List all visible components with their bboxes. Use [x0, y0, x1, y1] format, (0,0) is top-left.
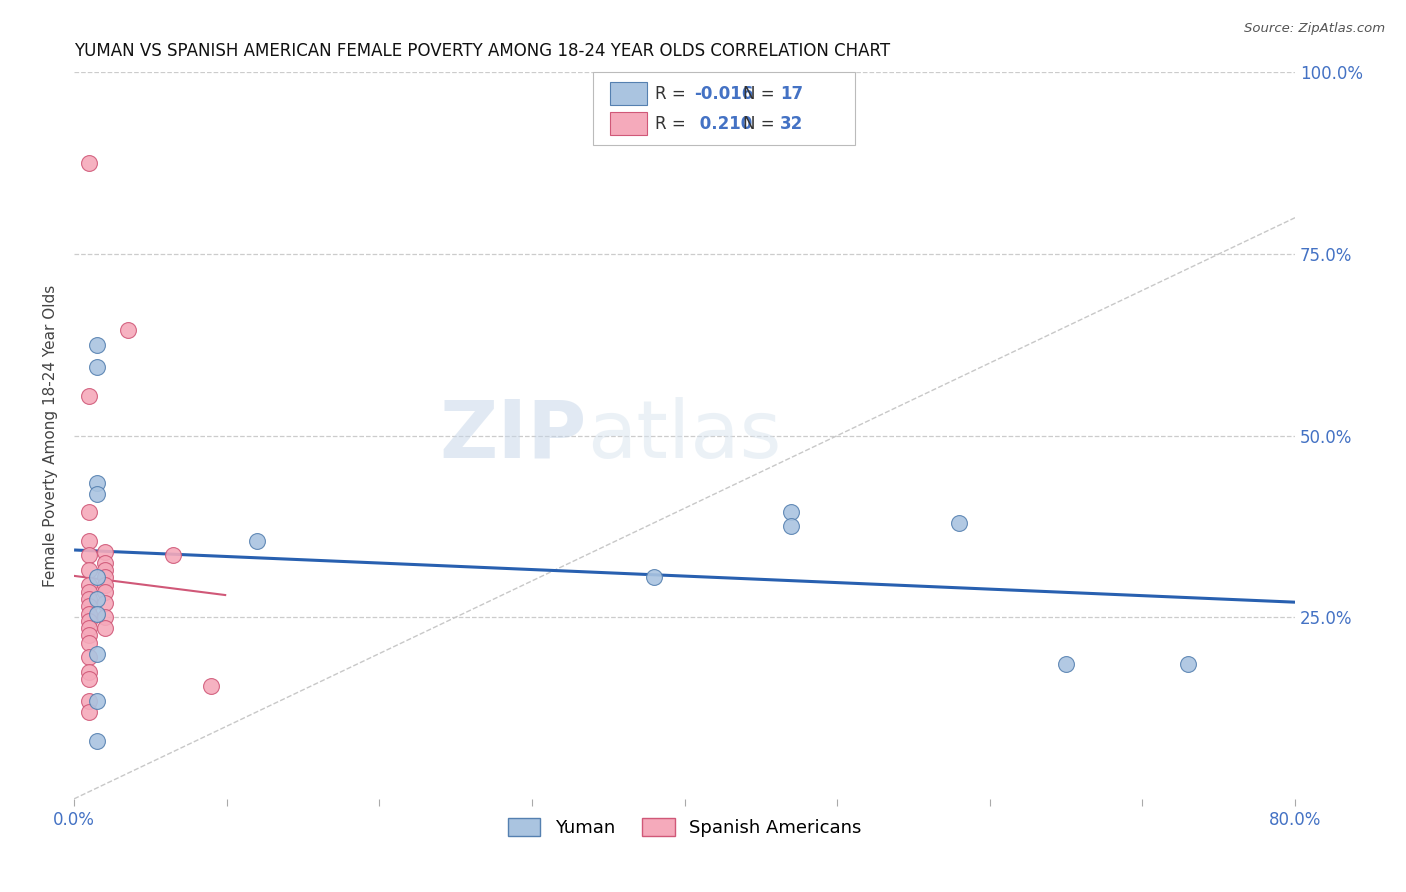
Point: [79, 705, 101, 719]
Point: [79, 599, 101, 614]
Point: [86, 607, 108, 621]
Text: Source: ZipAtlas.com: Source: ZipAtlas.com: [1244, 22, 1385, 36]
FancyBboxPatch shape: [610, 112, 647, 136]
Point: [79, 156, 101, 170]
Point: [79, 584, 101, 599]
Text: N =: N =: [744, 85, 780, 103]
Point: [86, 487, 108, 501]
Point: [1177, 657, 1199, 672]
Point: [780, 505, 803, 519]
Point: [79, 621, 101, 635]
Point: [86, 647, 108, 661]
Point: [86, 694, 108, 708]
Point: [79, 694, 101, 708]
Point: [93, 570, 115, 584]
Point: [86, 475, 108, 490]
Point: [93, 610, 115, 624]
Point: [86, 359, 108, 374]
FancyBboxPatch shape: [593, 72, 855, 145]
Point: [246, 533, 269, 548]
Text: atlas: atlas: [586, 397, 782, 475]
Text: 17: 17: [780, 85, 803, 103]
Y-axis label: Female Poverty Among 18-24 Year Olds: Female Poverty Among 18-24 Year Olds: [44, 285, 58, 587]
Legend: Yuman, Spanish Americans: Yuman, Spanish Americans: [501, 811, 869, 845]
Text: 32: 32: [780, 115, 803, 133]
Point: [79, 628, 101, 642]
Point: [1054, 657, 1077, 672]
Point: [780, 519, 803, 533]
Text: YUMAN VS SPANISH AMERICAN FEMALE POVERTY AMONG 18-24 YEAR OLDS CORRELATION CHART: YUMAN VS SPANISH AMERICAN FEMALE POVERTY…: [75, 42, 890, 60]
Point: [86, 733, 108, 747]
Point: [79, 635, 101, 649]
Text: 0.210: 0.210: [695, 115, 752, 133]
Point: [79, 389, 101, 403]
Point: [79, 607, 101, 621]
Point: [79, 672, 101, 686]
Point: [79, 650, 101, 665]
Point: [93, 596, 115, 610]
Point: [117, 323, 139, 337]
Text: R =: R =: [655, 85, 692, 103]
Point: [79, 563, 101, 577]
Point: [948, 516, 970, 530]
Point: [86, 570, 108, 584]
Text: N =: N =: [744, 115, 780, 133]
Point: [93, 563, 115, 577]
Point: [79, 549, 101, 563]
Point: [93, 577, 115, 591]
Point: [79, 505, 101, 519]
Text: -0.016: -0.016: [695, 85, 754, 103]
Point: [86, 338, 108, 352]
Point: [79, 533, 101, 548]
Point: [79, 614, 101, 628]
Point: [86, 592, 108, 607]
Point: [93, 621, 115, 635]
Point: [93, 545, 115, 559]
Point: [93, 556, 115, 570]
Point: [93, 584, 115, 599]
Point: [200, 679, 222, 693]
Point: [162, 549, 184, 563]
FancyBboxPatch shape: [610, 82, 647, 105]
Point: [643, 570, 665, 584]
Text: R =: R =: [655, 115, 692, 133]
Point: [79, 665, 101, 679]
Point: [79, 577, 101, 591]
Point: [79, 592, 101, 607]
Text: ZIP: ZIP: [440, 397, 586, 475]
